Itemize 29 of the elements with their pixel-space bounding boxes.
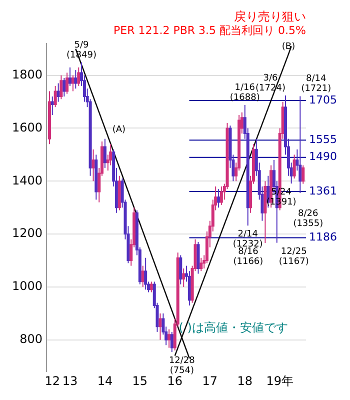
y-tick-label: 1600 (12, 120, 43, 134)
annotation: (A) (112, 125, 126, 136)
annotation: (B) (282, 42, 296, 52)
ref-line-label: 1555 (309, 133, 337, 146)
annotation: 8/26 (1355) (293, 209, 324, 230)
chart-title: 戻り売り狙い (234, 9, 306, 24)
annotation: ( )は高値・安値です (178, 320, 288, 335)
annotation: 8/16 (1166) (233, 247, 264, 268)
x-tick-label: 16 (167, 374, 183, 388)
y-tick-label: 1200 (12, 226, 43, 240)
x-tick-label: 17 (202, 374, 218, 388)
x-tick-label: 14 (97, 374, 113, 388)
ref-line-label: 1705 (309, 93, 337, 106)
annotation: 12/28 (754) (168, 356, 196, 376)
annotation: 8/14 (1721) (301, 74, 332, 94)
chart-subtitle: PER 121.2 PBR 3.5 配当利回り 0.5% (114, 24, 306, 37)
ref-line-label: 1490 (309, 150, 337, 164)
y-tick-label: 1400 (12, 173, 43, 188)
ref-line-label: 1361 (309, 184, 337, 198)
x-tick-label: 13 (62, 374, 78, 388)
x-tick-label: 12 (44, 374, 60, 388)
y-tick-label: 800 (20, 332, 43, 346)
x-tick-label: 18 (237, 374, 253, 388)
x-tick-label: 19年 (266, 374, 294, 388)
y-tick-label: 1000 (12, 279, 43, 294)
annotation: 12/25 (1167) (278, 246, 309, 267)
y-tick-label: 1800 (12, 67, 43, 82)
x-tick-label: 15 (132, 374, 148, 388)
ref-line-label: 1186 (309, 230, 337, 244)
